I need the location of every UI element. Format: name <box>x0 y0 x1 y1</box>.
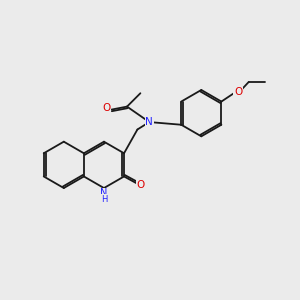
Text: H: H <box>101 195 107 204</box>
Text: N: N <box>100 188 108 198</box>
Text: N: N <box>146 117 153 127</box>
Text: O: O <box>234 87 242 97</box>
Text: O: O <box>102 103 110 113</box>
Text: O: O <box>136 180 145 190</box>
